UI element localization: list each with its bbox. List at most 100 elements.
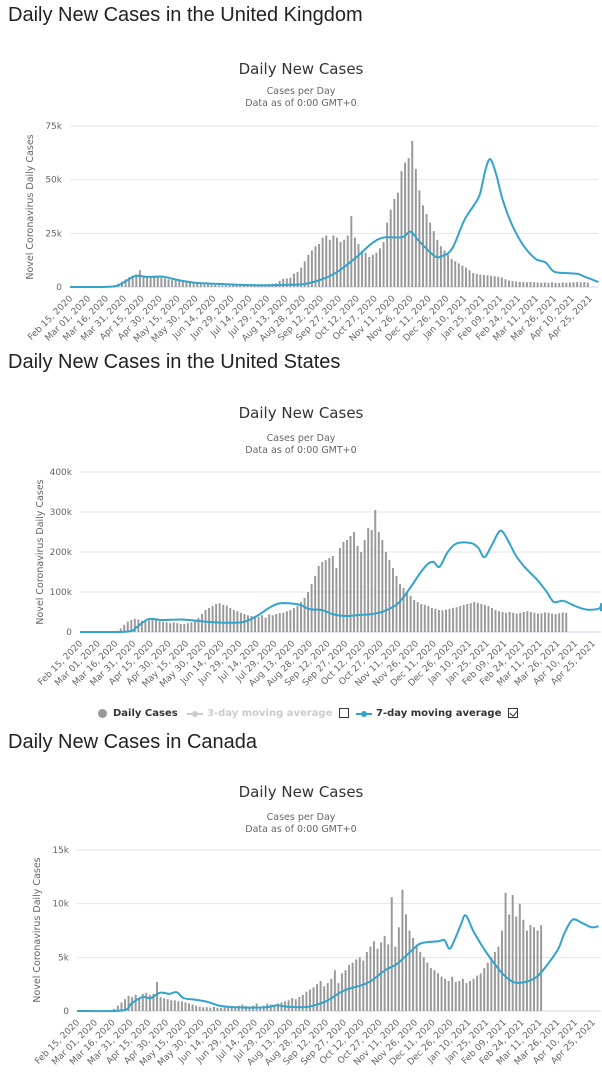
daily-cases-bar[interactable]: [261, 615, 264, 632]
daily-cases-bar[interactable]: [466, 604, 469, 632]
daily-cases-bar[interactable]: [166, 999, 169, 1011]
daily-cases-bar[interactable]: [512, 612, 515, 632]
daily-cases-bar[interactable]: [298, 997, 301, 1011]
daily-cases-bar[interactable]: [353, 532, 356, 632]
daily-cases-bar[interactable]: [202, 1007, 205, 1011]
daily-cases-bar[interactable]: [494, 610, 497, 632]
daily-cases-bar[interactable]: [536, 930, 539, 1012]
daily-cases-bar[interactable]: [180, 1001, 183, 1011]
daily-cases-bar[interactable]: [276, 1003, 279, 1011]
daily-cases-bar[interactable]: [314, 246, 317, 287]
daily-cases-bar[interactable]: [476, 975, 479, 1011]
daily-cases-bar[interactable]: [350, 216, 353, 287]
daily-cases-bar[interactable]: [192, 283, 195, 287]
daily-cases-bar[interactable]: [429, 222, 432, 287]
daily-cases-bar[interactable]: [522, 612, 525, 632]
daily-cases-bar[interactable]: [511, 281, 514, 287]
daily-cases-bar[interactable]: [493, 951, 496, 1011]
daily-cases-bar[interactable]: [422, 957, 425, 1011]
daily-cases-bar[interactable]: [432, 231, 435, 287]
daily-cases-bar[interactable]: [179, 624, 182, 632]
seven-day-average-line[interactable]: [76, 914, 599, 1013]
daily-cases-bar[interactable]: [326, 983, 329, 1011]
daily-cases-bar[interactable]: [308, 989, 311, 1011]
daily-cases-bar[interactable]: [497, 946, 500, 1011]
daily-cases-bar[interactable]: [547, 282, 550, 287]
daily-cases-bar[interactable]: [420, 604, 423, 632]
daily-cases-bar[interactable]: [462, 604, 465, 632]
daily-cases-bar[interactable]: [357, 244, 360, 287]
daily-cases-bar[interactable]: [259, 1006, 262, 1011]
daily-cases-bar[interactable]: [332, 235, 335, 287]
daily-cases-bar[interactable]: [314, 576, 317, 632]
daily-cases-bar[interactable]: [291, 998, 294, 1011]
daily-cases-bar[interactable]: [130, 620, 133, 632]
daily-cases-bar[interactable]: [278, 280, 281, 287]
daily-cases-bar[interactable]: [328, 239, 331, 287]
daily-cases-bar[interactable]: [498, 611, 501, 632]
daily-cases-bar[interactable]: [124, 279, 127, 287]
daily-cases-bar[interactable]: [171, 279, 174, 287]
daily-cases-bar[interactable]: [321, 562, 324, 632]
daily-cases-bar[interactable]: [483, 968, 486, 1011]
daily-cases-bar[interactable]: [201, 614, 203, 632]
daily-cases-bar[interactable]: [407, 158, 410, 287]
daily-cases-bar[interactable]: [393, 198, 396, 287]
daily-cases-bar[interactable]: [176, 623, 179, 632]
daily-cases-bar[interactable]: [475, 274, 478, 287]
daily-cases-bar[interactable]: [246, 615, 249, 632]
daily-cases-bar[interactable]: [437, 973, 439, 1011]
daily-cases-bar[interactable]: [227, 1006, 230, 1011]
daily-cases-bar[interactable]: [533, 927, 535, 1011]
daily-cases-bar[interactable]: [153, 276, 156, 287]
daily-cases-bar[interactable]: [447, 980, 450, 1011]
daily-cases-bar[interactable]: [427, 606, 430, 632]
daily-cases-bar[interactable]: [135, 274, 138, 287]
daily-cases-bar[interactable]: [536, 613, 539, 632]
daily-cases-bar[interactable]: [441, 610, 444, 632]
daily-cases-bar[interactable]: [234, 1007, 237, 1011]
daily-cases-bar[interactable]: [145, 992, 148, 1011]
daily-cases-bar[interactable]: [440, 976, 443, 1011]
daily-cases-bar[interactable]: [504, 892, 507, 1011]
daily-cases-bar[interactable]: [174, 278, 177, 287]
legend-daily-cases[interactable]: Daily Cases: [98, 708, 178, 719]
daily-cases-bar[interactable]: [300, 267, 303, 287]
daily-cases-bar[interactable]: [572, 282, 575, 287]
daily-cases-bar[interactable]: [455, 607, 458, 632]
daily-cases-bar[interactable]: [349, 536, 352, 632]
daily-cases-bar[interactable]: [551, 282, 553, 287]
daily-cases-bar[interactable]: [529, 282, 532, 287]
daily-cases-bar[interactable]: [525, 282, 528, 287]
daily-cases-bar[interactable]: [183, 624, 186, 632]
daily-cases-bar[interactable]: [222, 604, 225, 632]
daily-cases-bar[interactable]: [377, 532, 380, 632]
daily-cases-bar[interactable]: [273, 1005, 276, 1011]
daily-cases-bar[interactable]: [318, 244, 321, 287]
daily-cases-bar[interactable]: [198, 1006, 201, 1011]
daily-cases-bar[interactable]: [461, 265, 464, 287]
daily-cases-bar[interactable]: [443, 250, 446, 287]
daily-cases-bar[interactable]: [529, 925, 532, 1011]
daily-cases-bar[interactable]: [184, 1002, 187, 1011]
daily-cases-bar[interactable]: [544, 612, 546, 632]
legend-7day-average[interactable]: 7-day moving average: [356, 708, 501, 719]
daily-cases-bar[interactable]: [316, 984, 319, 1011]
daily-cases-bar[interactable]: [469, 603, 472, 632]
daily-cases-bar[interactable]: [473, 602, 476, 632]
daily-cases-bar[interactable]: [480, 604, 483, 632]
daily-cases-bar[interactable]: [303, 261, 306, 287]
daily-cases-bar[interactable]: [330, 978, 333, 1011]
daily-cases-bar[interactable]: [486, 275, 489, 287]
daily-cases-bar[interactable]: [409, 596, 412, 632]
daily-cases-bar[interactable]: [361, 250, 364, 287]
daily-cases-bar[interactable]: [303, 598, 306, 632]
daily-cases-bar[interactable]: [190, 622, 193, 632]
daily-cases-bar[interactable]: [324, 560, 327, 632]
daily-cases-bar[interactable]: [430, 608, 433, 632]
daily-cases-bar[interactable]: [497, 276, 500, 287]
daily-cases-bar[interactable]: [271, 615, 274, 632]
daily-cases-bar[interactable]: [365, 951, 368, 1011]
daily-cases-bar[interactable]: [170, 1000, 173, 1011]
daily-cases-bar[interactable]: [518, 903, 521, 1011]
